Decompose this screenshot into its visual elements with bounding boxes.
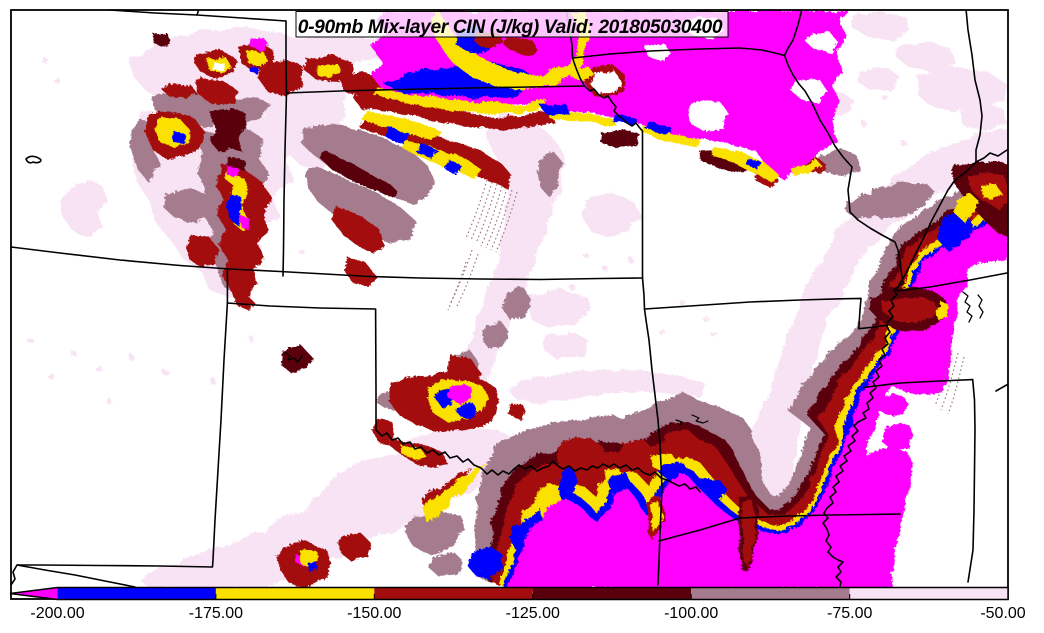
svg-text:-100.00: -100.00 bbox=[664, 605, 718, 622]
svg-text:-50.00: -50.00 bbox=[980, 605, 1025, 622]
svg-text:-200.00: -200.00 bbox=[30, 605, 84, 622]
svg-text:-175.00: -175.00 bbox=[189, 605, 243, 622]
svg-text:-150.00: -150.00 bbox=[347, 605, 401, 622]
svg-text:-125.00: -125.00 bbox=[506, 605, 560, 622]
svg-text:0-90mb Mix-layer CIN (J/kg) Va: 0-90mb Mix-layer CIN (J/kg) Valid: 20180… bbox=[298, 17, 723, 38]
svg-text:-75.00: -75.00 bbox=[827, 605, 872, 622]
